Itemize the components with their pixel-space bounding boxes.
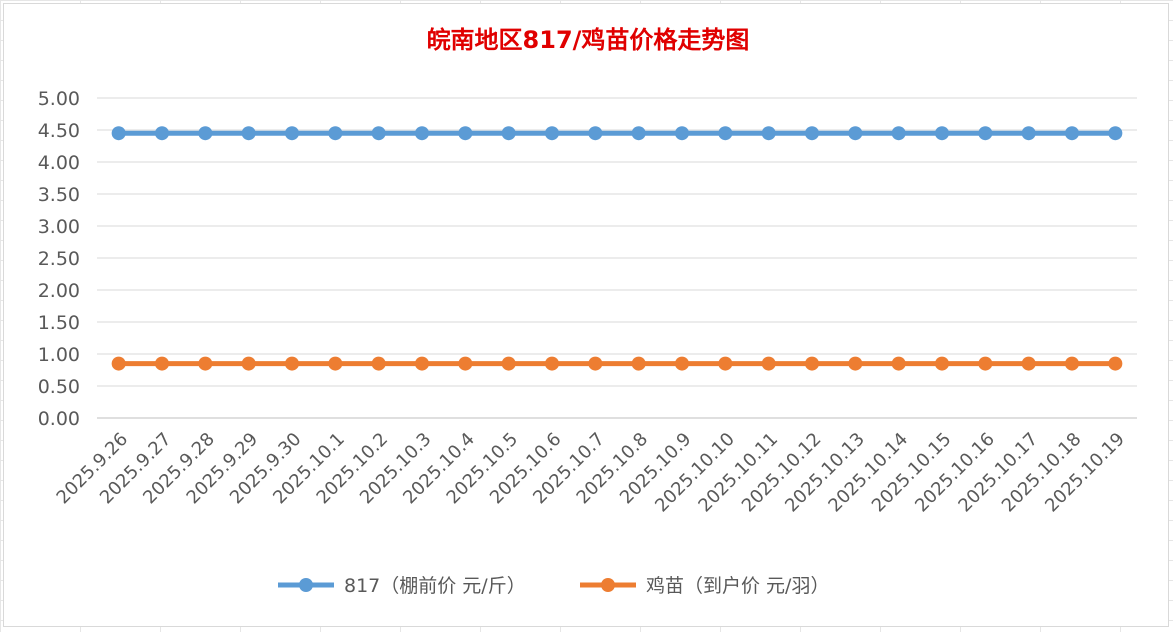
- data-point[interactable]: [978, 126, 993, 141]
- data-point[interactable]: [458, 126, 473, 141]
- y-tick-label: 0.50: [38, 376, 80, 398]
- data-point[interactable]: [371, 126, 386, 141]
- data-point[interactable]: [241, 126, 256, 141]
- data-point[interactable]: [761, 126, 776, 141]
- data-point[interactable]: [501, 356, 516, 371]
- data-point[interactable]: [1065, 356, 1079, 371]
- data-point[interactable]: [458, 356, 473, 371]
- y-tick-label: 5.00: [38, 88, 80, 110]
- data-point[interactable]: [1021, 126, 1036, 141]
- data-point[interactable]: [328, 356, 343, 371]
- data-point[interactable]: [545, 126, 559, 141]
- data-point[interactable]: [675, 356, 689, 371]
- data-point[interactable]: [1065, 126, 1079, 141]
- data-point[interactable]: [978, 356, 993, 371]
- y-tick-label: 3.00: [38, 216, 80, 238]
- y-tick-label: 0.00: [38, 408, 80, 430]
- data-point[interactable]: [718, 356, 733, 371]
- data-point[interactable]: [935, 356, 949, 371]
- data-point[interactable]: [328, 126, 343, 141]
- grid-lines: [97, 97, 1137, 419]
- data-point[interactable]: [415, 126, 429, 141]
- legend-marker: [299, 578, 313, 592]
- data-point[interactable]: [415, 356, 429, 371]
- data-point[interactable]: [891, 126, 906, 141]
- data-point[interactable]: [1108, 126, 1123, 141]
- data-point[interactable]: [155, 356, 169, 371]
- data-point[interactable]: [848, 126, 863, 141]
- y-axis-ticks: 0.00 0.50 1.00 1.50 2.00 2.50 3.00 3.50 4.00 4.50…: [38, 88, 80, 430]
- y-tick-label: 4.00: [38, 152, 80, 174]
- data-point[interactable]: [805, 356, 819, 371]
- data-point[interactable]: [935, 126, 949, 141]
- data-point[interactable]: [545, 356, 559, 371]
- data-point[interactable]: [718, 126, 733, 141]
- series-lines: [111, 126, 1123, 371]
- data-point[interactable]: [805, 126, 819, 141]
- legend-marker: [601, 578, 615, 592]
- legend[interactable]: 817（棚前价 元/斤） 鸡苗（到户价 元/羽）: [278, 575, 829, 597]
- data-point[interactable]: [285, 356, 299, 371]
- x-axis-ticks: 2025.9.262025.9.272025.9.282025.9.292025…: [53, 429, 1129, 517]
- data-point[interactable]: [501, 126, 516, 141]
- data-point[interactable]: [111, 356, 126, 371]
- data-point[interactable]: [891, 356, 906, 371]
- chart-title: 皖南地区817/鸡苗价格走势图: [427, 26, 750, 54]
- series-1[interactable]: [111, 356, 1123, 371]
- data-point[interactable]: [1021, 356, 1036, 371]
- data-point[interactable]: [155, 126, 169, 141]
- data-point[interactable]: [631, 356, 646, 371]
- data-point[interactable]: [198, 126, 213, 141]
- data-point[interactable]: [631, 126, 646, 141]
- y-tick-label: 1.50: [38, 312, 80, 334]
- data-point[interactable]: [761, 356, 776, 371]
- y-tick-label: 2.50: [38, 248, 80, 270]
- legend-label: 817（棚前价 元/斤）: [344, 575, 526, 597]
- y-tick-label: 2.00: [38, 280, 80, 302]
- data-point[interactable]: [285, 126, 299, 141]
- y-tick-label: 1.00: [38, 344, 80, 366]
- legend-entry[interactable]: 鸡苗（到户价 元/羽）: [580, 575, 829, 597]
- data-point[interactable]: [848, 356, 863, 371]
- data-point[interactable]: [111, 126, 126, 141]
- chart-area[interactable]: [3, 3, 1169, 627]
- data-point[interactable]: [675, 126, 689, 141]
- data-point[interactable]: [241, 356, 256, 371]
- series-0[interactable]: [111, 126, 1123, 141]
- data-point[interactable]: [198, 356, 213, 371]
- data-point[interactable]: [588, 126, 603, 141]
- y-tick-label: 3.50: [38, 184, 80, 206]
- y-tick-label: 4.50: [38, 120, 80, 142]
- legend-entry[interactable]: 817（棚前价 元/斤）: [278, 575, 526, 597]
- data-point[interactable]: [588, 356, 603, 371]
- legend-label: 鸡苗（到户价 元/羽）: [646, 575, 829, 597]
- data-point[interactable]: [1108, 356, 1123, 371]
- data-point[interactable]: [371, 356, 386, 371]
